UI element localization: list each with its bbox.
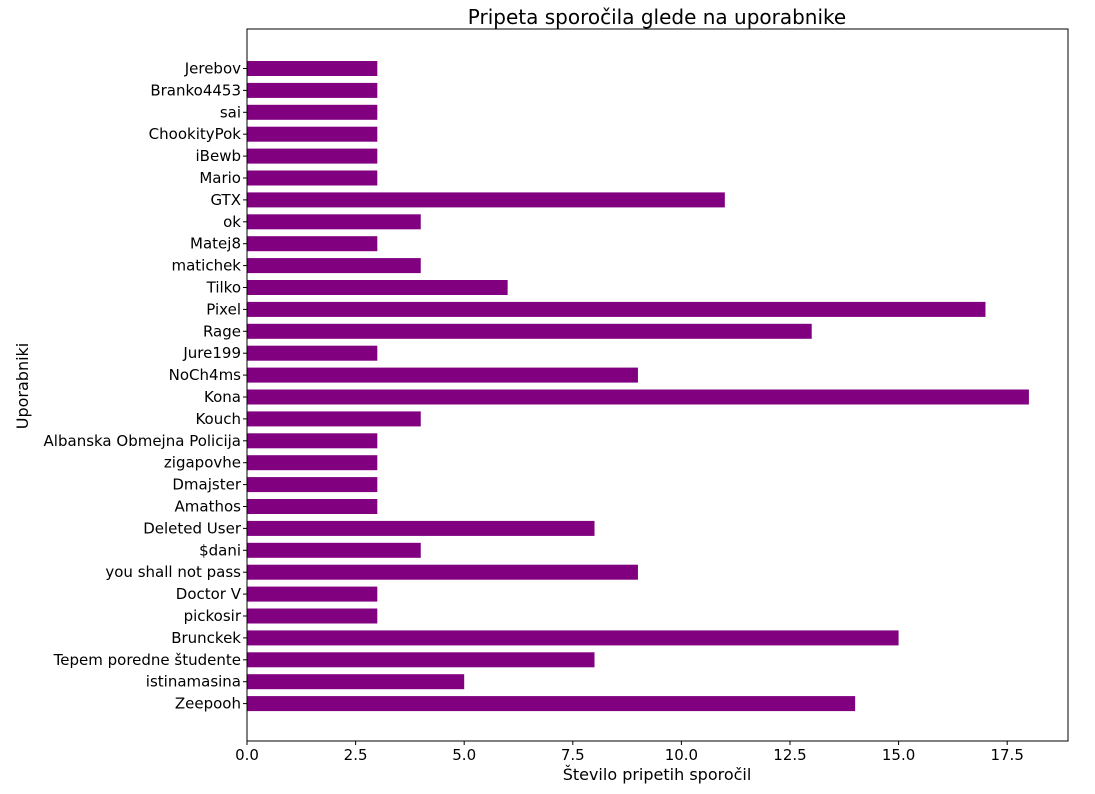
y-tick-label: Albanska Obmejna Policija: [44, 432, 241, 450]
y-tick-label: Pixel: [206, 300, 241, 318]
y-tick-label: Kona: [204, 388, 241, 406]
bars-group: [247, 61, 1029, 712]
y-tick-label: Doctor V: [176, 585, 242, 603]
y-tick-label: Mario: [199, 169, 241, 187]
bar: [247, 148, 378, 164]
y-tick-label: Tepem poredne študente: [53, 651, 241, 669]
y-tick-label: sai: [220, 103, 241, 121]
bar: [247, 236, 378, 252]
y-tick-label: Brunckek: [171, 629, 241, 647]
x-tick-label: 7.5: [561, 746, 585, 764]
x-tick-label: 17.5: [990, 746, 1023, 764]
bar: [247, 586, 378, 602]
bar: [247, 280, 508, 295]
bar: [247, 630, 899, 646]
y-axis-ticks: Jerebov Branko4453 sai ChookityPok iBewb Mari…: [44, 60, 247, 713]
x-tick-label: 10.0: [665, 746, 698, 764]
x-tick-label: 5.0: [452, 746, 476, 764]
y-tick-label: Amathos: [175, 498, 242, 516]
chart-title: Pripeta sporočila glede na uporabnike: [468, 5, 846, 29]
y-tick-label: GTX: [210, 191, 241, 209]
bar: [247, 652, 595, 668]
y-tick-label: Rage: [203, 322, 241, 340]
bar: [247, 696, 856, 712]
plot-area-frame: [246, 28, 1069, 742]
bar: [247, 520, 595, 536]
bar: [247, 104, 378, 120]
x-tick-label: 12.5: [773, 746, 806, 764]
x-tick-label: 2.5: [344, 746, 368, 764]
bar: [247, 82, 378, 98]
y-tick-label: istinamasina: [146, 673, 241, 691]
y-tick-label: Branko4453: [150, 81, 241, 99]
y-tick-label: Matej8: [190, 235, 241, 253]
y-tick-label: Deleted User: [143, 519, 242, 537]
x-tick-label: 15.0: [882, 746, 915, 764]
bar: [247, 126, 378, 142]
x-tick-label: 0.0: [235, 746, 259, 764]
bar: [247, 301, 986, 317]
bar: [247, 214, 421, 230]
bar: [247, 564, 638, 580]
y-tick-label: iBewb: [196, 147, 241, 165]
y-tick-label: Kouch: [195, 410, 241, 428]
y-tick-label: NoCh4ms: [169, 366, 242, 384]
bar: [247, 542, 421, 558]
y-tick-label: Dmajster: [172, 476, 241, 494]
x-axis-ticks: 0.0 2.5 5.0 7.5 10.0 12.5 15.0 17.5: [235, 741, 1024, 764]
bar: [247, 477, 378, 493]
y-tick-label: ok: [223, 213, 241, 231]
y-tick-label: ChookityPok: [149, 125, 242, 143]
bar: [247, 345, 378, 361]
y-tick-label: you shall not pass: [105, 563, 241, 581]
y-tick-label: Tilko: [206, 279, 241, 297]
bar: [247, 367, 638, 383]
bar: [247, 389, 1029, 405]
y-tick-label: Zeepooh: [175, 695, 241, 713]
bar: [247, 608, 378, 624]
y-axis-title: Uporabniki: [13, 343, 32, 430]
bar: [247, 433, 378, 449]
bar: [247, 192, 725, 208]
y-tick-label: pickosir: [184, 607, 242, 625]
bar: [247, 258, 421, 274]
bar: [247, 674, 465, 690]
bar: [247, 61, 378, 76]
bar: [247, 323, 812, 339]
x-axis-title: Število pripetih sporočil: [563, 765, 752, 784]
y-tick-label: $dani: [199, 541, 241, 559]
y-tick-label: Jure199: [182, 344, 241, 362]
y-tick-label: matichek: [171, 257, 241, 275]
y-tick-label: zigapovhe: [164, 454, 241, 472]
y-tick-label: Jerebov: [184, 60, 241, 78]
bar: [247, 499, 378, 514]
bar: [247, 455, 378, 471]
bar: [247, 411, 421, 427]
bar: [247, 170, 378, 186]
